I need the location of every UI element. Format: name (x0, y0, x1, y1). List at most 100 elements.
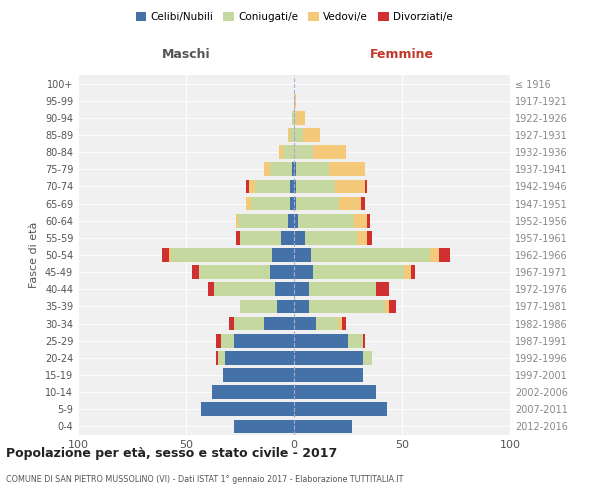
Bar (296, 162, 329, 176)
Bar (294, 386, 376, 399)
Bar (290, 196, 294, 210)
Bar (348, 334, 363, 347)
Bar (294, 316, 316, 330)
Bar (238, 214, 287, 228)
Bar (341, 316, 346, 330)
Bar (199, 266, 270, 279)
Bar (275, 282, 294, 296)
Bar (214, 282, 275, 296)
Bar (340, 316, 341, 330)
Bar (296, 180, 335, 194)
Bar (309, 300, 385, 314)
Y-axis label: Fasce di età: Fasce di età (29, 222, 39, 288)
Bar (329, 162, 365, 176)
Bar (294, 180, 296, 194)
Bar (171, 248, 272, 262)
Bar (296, 111, 305, 124)
Bar (294, 351, 363, 364)
Bar (236, 231, 240, 244)
Bar (279, 146, 283, 159)
Bar (270, 266, 294, 279)
Bar (233, 334, 294, 347)
Bar (294, 94, 296, 108)
Bar (296, 196, 340, 210)
Bar (216, 334, 221, 347)
Bar (223, 368, 294, 382)
Legend: Celibi/Nubili, Coniugati/e, Vedovi/e, Divorziati/e: Celibi/Nubili, Coniugati/e, Vedovi/e, Di… (131, 8, 457, 26)
Bar (294, 266, 313, 279)
Bar (281, 231, 294, 244)
Bar (294, 248, 311, 262)
Bar (294, 162, 296, 176)
Bar (302, 128, 320, 142)
Bar (376, 282, 389, 296)
Bar (294, 334, 348, 347)
Bar (264, 162, 270, 176)
Bar (290, 180, 294, 194)
Bar (208, 282, 214, 296)
Bar (294, 420, 352, 434)
Bar (233, 420, 294, 434)
Bar (221, 334, 233, 347)
Bar (255, 180, 290, 194)
Bar (236, 214, 238, 228)
Bar (162, 248, 169, 262)
Bar (365, 180, 367, 194)
Bar (229, 316, 233, 330)
Bar (247, 180, 248, 194)
Bar (294, 282, 309, 296)
Bar (363, 351, 372, 364)
Bar (305, 231, 356, 244)
Text: Femmine: Femmine (370, 48, 434, 60)
Bar (294, 111, 296, 124)
Bar (313, 266, 404, 279)
Bar (294, 146, 313, 159)
Bar (404, 266, 410, 279)
Bar (270, 162, 292, 176)
Bar (169, 248, 171, 262)
Bar (292, 162, 294, 176)
Text: Maschi: Maschi (161, 48, 211, 60)
Bar (247, 196, 251, 210)
Bar (225, 351, 294, 364)
Bar (340, 196, 361, 210)
Bar (240, 300, 277, 314)
Bar (294, 128, 302, 142)
Bar (193, 266, 199, 279)
Bar (430, 248, 439, 262)
Bar (287, 128, 290, 142)
Bar (233, 316, 264, 330)
Bar (283, 146, 294, 159)
Bar (240, 231, 281, 244)
Bar (316, 316, 340, 330)
Bar (410, 266, 415, 279)
Text: Popolazione per età, sesso e stato civile - 2017: Popolazione per età, sesso e stato civil… (6, 448, 337, 460)
Bar (248, 180, 255, 194)
Bar (294, 300, 309, 314)
Bar (439, 248, 449, 262)
Bar (294, 402, 387, 416)
Bar (264, 316, 294, 330)
Bar (309, 282, 376, 296)
Bar (313, 146, 346, 159)
Bar (216, 351, 218, 364)
Bar (335, 180, 365, 194)
Bar (356, 231, 367, 244)
Bar (294, 214, 298, 228)
Bar (290, 128, 294, 142)
Bar (294, 196, 296, 210)
Bar (311, 248, 430, 262)
Bar (218, 351, 225, 364)
Bar (367, 231, 372, 244)
Bar (363, 334, 365, 347)
Bar (385, 300, 389, 314)
Bar (272, 248, 294, 262)
Bar (201, 402, 294, 416)
Bar (212, 386, 294, 399)
Bar (389, 300, 395, 314)
Text: COMUNE DI SAN PIETRO MUSSOLINO (VI) - Dati ISTAT 1° gennaio 2017 - Elaborazione : COMUNE DI SAN PIETRO MUSSOLINO (VI) - Da… (6, 476, 403, 484)
Bar (287, 214, 294, 228)
Bar (251, 196, 290, 210)
Bar (355, 214, 367, 228)
Bar (361, 196, 365, 210)
